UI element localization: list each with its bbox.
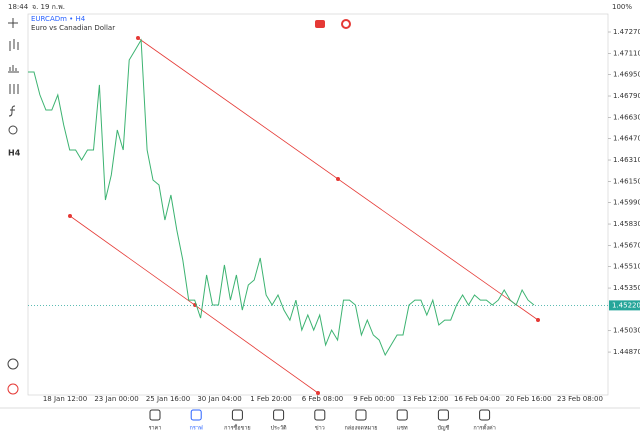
y-tick-label: 1.46470 (613, 135, 640, 143)
plot-frame (27, 13, 609, 396)
status-battery: 100% (612, 3, 632, 11)
x-tick-label: 6 Feb 08:00 (302, 395, 343, 403)
nav-icon[interactable] (273, 409, 285, 421)
y-tick-label: 1.45350 (613, 284, 640, 292)
function-tool[interactable] (8, 105, 16, 117)
anchor (536, 317, 541, 322)
nav-label[interactable]: ประวัติ (271, 425, 287, 432)
y-tick-label: 1.47110 (613, 49, 640, 57)
nav-label[interactable]: บัญชี (437, 425, 449, 432)
y-tick-label: 1.45030 (613, 327, 640, 335)
y-tick-label: 1.45830 (613, 220, 640, 228)
search-tool[interactable] (7, 358, 19, 370)
x-tick-label: 25 Jan 16:00 (146, 395, 190, 403)
objects-tool[interactable] (8, 125, 18, 135)
nav-icon[interactable] (437, 409, 449, 421)
x-tick-label: 16 Feb 04:00 (454, 395, 500, 403)
nav-icon[interactable] (479, 409, 491, 421)
x-tick-label: 18 Jan 12:00 (43, 395, 87, 403)
nav-label[interactable]: ราคา (149, 426, 162, 432)
timeframe[interactable]: H4 (8, 149, 21, 158)
nav-label[interactable]: การซื้อขาย (224, 424, 250, 432)
trendlines (68, 36, 541, 395)
anchor (135, 36, 140, 41)
x-tick-label: 9 Feb 00:00 (353, 395, 394, 403)
y-tick-label: 1.44870 (613, 348, 640, 356)
symbol[interactable]: EURCADm • H4 (31, 15, 86, 23)
x-tick-label: 20 Feb 16:00 (506, 395, 552, 403)
nav-icon[interactable] (355, 409, 367, 421)
y-tick-label: 1.46630 (613, 113, 640, 121)
nav-icon[interactable] (314, 409, 326, 421)
nav-icon[interactable] (396, 409, 408, 421)
y-tick-label: 1.46950 (613, 71, 640, 79)
nav-label[interactable]: กล่องจดหมาย (344, 426, 377, 432)
crosshair-tool[interactable] (8, 18, 18, 28)
candles-tool[interactable] (9, 39, 19, 51)
current-price-box (609, 300, 640, 311)
y-tick-label: 1.46310 (613, 156, 640, 164)
sell-button[interactable] (315, 20, 325, 28)
nav-label[interactable]: แชท (397, 425, 408, 432)
nav-icon[interactable] (149, 409, 161, 421)
y-tick-label: 1.46150 (613, 177, 640, 185)
y-tick-label: 1.45990 (613, 199, 640, 207)
current-price-label: 1.45220 (612, 301, 640, 309)
nav-icon[interactable] (231, 409, 243, 421)
logo[interactable] (7, 383, 19, 395)
x-tick-label: 23 Feb 08:00 (557, 395, 603, 403)
left-tools (7, 18, 19, 395)
nav-label[interactable]: กราฟ (190, 425, 203, 432)
symbol-desc: Euro vs Canadian Dollar (31, 24, 115, 32)
y-tick-label: 1.45670 (613, 241, 640, 249)
y-tick-label: 1.45510 (613, 263, 640, 271)
nav-label[interactable]: การตั้งค่า (473, 424, 495, 432)
x-tick-label: 23 Jan 00:00 (94, 395, 138, 403)
y-tick-label: 1.46790 (613, 92, 640, 100)
bars-tool[interactable] (8, 65, 19, 73)
anchor (335, 176, 340, 181)
x-tick-label: 13 Feb 12:00 (403, 395, 449, 403)
x-tick-label: 1 Feb 20:00 (250, 395, 291, 403)
anchor (68, 213, 73, 218)
one-click[interactable] (341, 19, 351, 29)
indicators-tool[interactable] (9, 84, 19, 94)
anchor (315, 390, 320, 395)
nav-label[interactable]: ข่าว (315, 426, 325, 432)
nav-icon[interactable] (190, 409, 202, 421)
y-tick-label: 1.47270 (613, 28, 640, 36)
x-tick-label: 30 Jan 04:00 (197, 395, 241, 403)
status-time: 18:44 (8, 3, 29, 11)
price-line (28, 38, 535, 357)
status-date: จ. 19 ก.พ. (32, 3, 65, 11)
